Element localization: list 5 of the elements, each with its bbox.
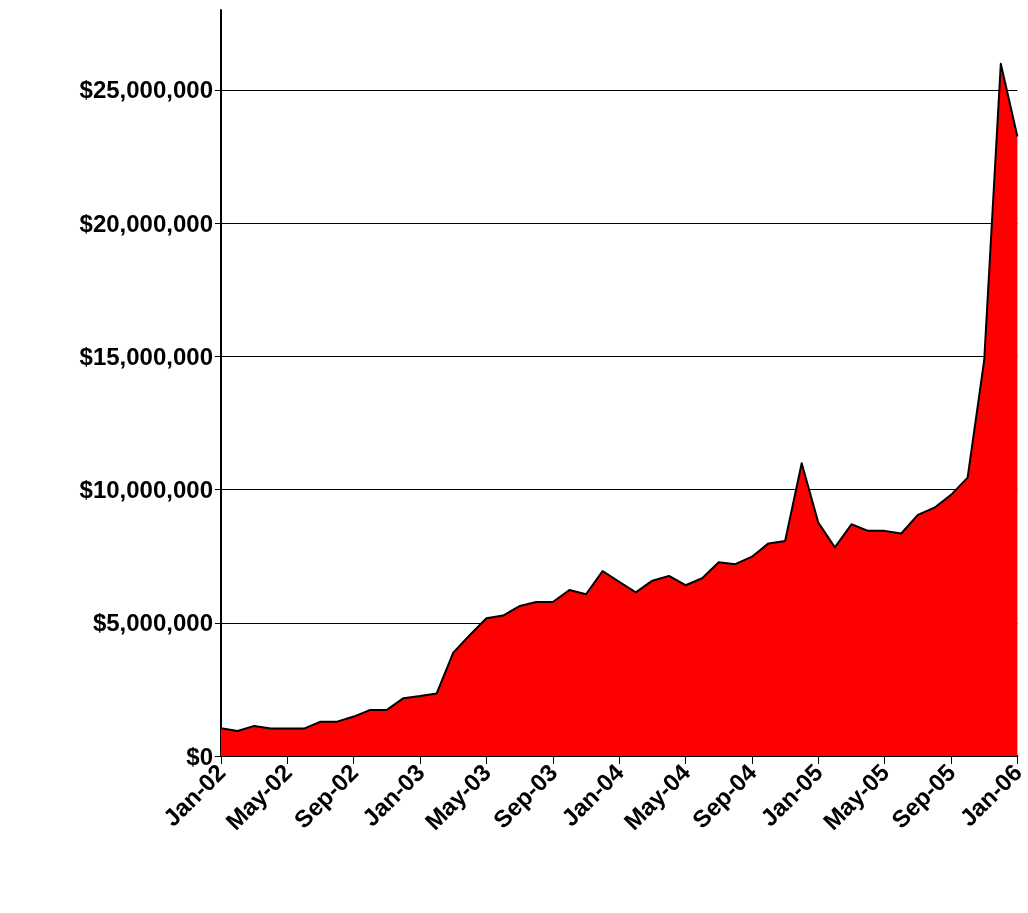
y-tick-label: $5,000,000 (92, 609, 213, 637)
y-tick-label: $20,000,000 (79, 209, 213, 237)
y-tick-label: $15,000,000 (79, 342, 213, 370)
y-tick-label: $25,000,000 (79, 76, 213, 104)
y-tick-label: $10,000,000 (79, 476, 213, 504)
